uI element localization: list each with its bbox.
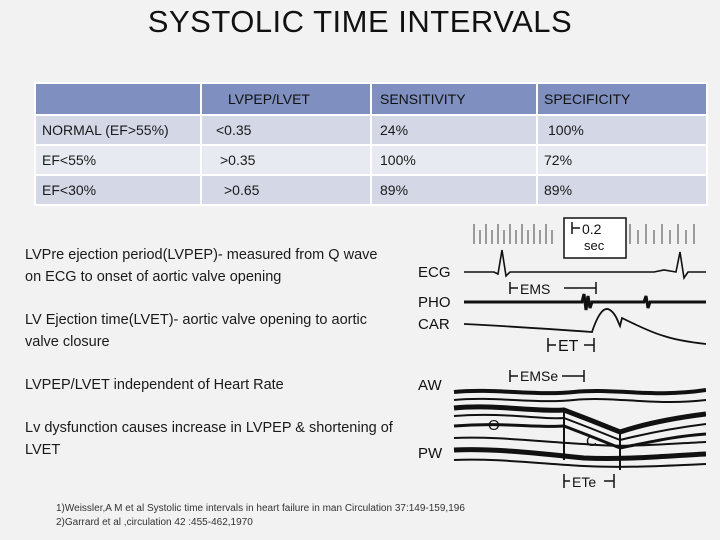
aw-label: AW	[418, 377, 442, 394]
slide-title: SYSTOLIC TIME INTERVALS	[147, 4, 573, 39]
header-cell-ratio: LVPEP/LVET	[200, 82, 372, 116]
ems-label: EMS	[520, 281, 550, 297]
references: 1)Weissler,A M et al Systolic time inter…	[56, 502, 526, 530]
definition-dysfunction: Lv dysfunction causes increase in LVPEP …	[25, 420, 393, 458]
table-cell-ratio: >0.35	[200, 144, 372, 176]
table-cell-ratio: >0.65	[200, 174, 372, 206]
valve-close-label: C	[586, 433, 597, 450]
table-cell-specificity: 72%	[536, 144, 708, 176]
car-trace	[463, 308, 706, 345]
table-cell-specificity: 89%	[536, 174, 708, 206]
definitions-text: LVPre ejection period(LVPEP)- measured f…	[25, 244, 397, 482]
table-cell-group: NORMAL (EF>55%)	[34, 114, 202, 146]
time-scale-marker: 0.2 sec	[563, 217, 627, 259]
table-row: EF<30% >0.65 89% 89%	[34, 174, 708, 206]
table-header-row: LVPEP/LVET SENSITIVITY SPECIFICITY	[34, 82, 708, 116]
header-cell-specificity: SPECIFICITY	[536, 82, 708, 116]
emse-label: EMSe	[520, 368, 558, 384]
et-label: ET	[558, 338, 579, 355]
ete-label: ETe	[572, 474, 596, 490]
table-cell-sensitivity: 89%	[370, 174, 538, 206]
ecg-trace	[464, 249, 706, 281]
table-cell-sensitivity: 24%	[370, 114, 538, 146]
car-label: CAR	[418, 316, 450, 333]
definition-lvet: LV Ejection time(LVET)- aortic valve ope…	[25, 312, 367, 350]
table-cell-group: EF<30%	[34, 174, 202, 206]
header-cell-blank	[34, 82, 202, 116]
definition-heart-rate: LVPEP/LVET independent of Heart Rate	[25, 377, 284, 393]
systolic-interval-tracing: 0.2 sec ECG EMS PHO CAR ET AW EMSe	[418, 217, 706, 490]
ecg-label: ECG	[418, 264, 451, 281]
table-cell-specificity: 100%	[536, 114, 708, 146]
table-row: NORMAL (EF>55%) <0.35 24% 100%	[34, 114, 708, 146]
intervals-table: LVPEP/LVET SENSITIVITY SPECIFICITY NORMA…	[34, 82, 708, 206]
definition-lvpep: LVPre ejection period(LVPEP)- measured f…	[25, 247, 378, 285]
table-cell-ratio: <0.35	[200, 114, 372, 146]
table-cell-sensitivity: 100%	[370, 144, 538, 176]
header-cell-sensitivity: SENSITIVITY	[370, 82, 538, 116]
pho-label: PHO	[418, 294, 451, 311]
timing-ticks	[473, 224, 695, 244]
reference-2: 2)Garrard et al ,circulation 42 :455-462…	[56, 517, 253, 528]
scale-value: 0.2	[582, 221, 602, 237]
table-cell-group: EF<55%	[34, 144, 202, 176]
pw-label: PW	[418, 445, 443, 462]
table-row: EF<55% >0.35 100% 72%	[34, 144, 708, 176]
echo-bands	[453, 388, 706, 470]
valve-open-label: O	[488, 417, 500, 434]
reference-1: 1)Weissler,A M et al Systolic time inter…	[56, 503, 465, 514]
scale-unit: sec	[584, 238, 605, 253]
pho-trace	[464, 293, 706, 311]
